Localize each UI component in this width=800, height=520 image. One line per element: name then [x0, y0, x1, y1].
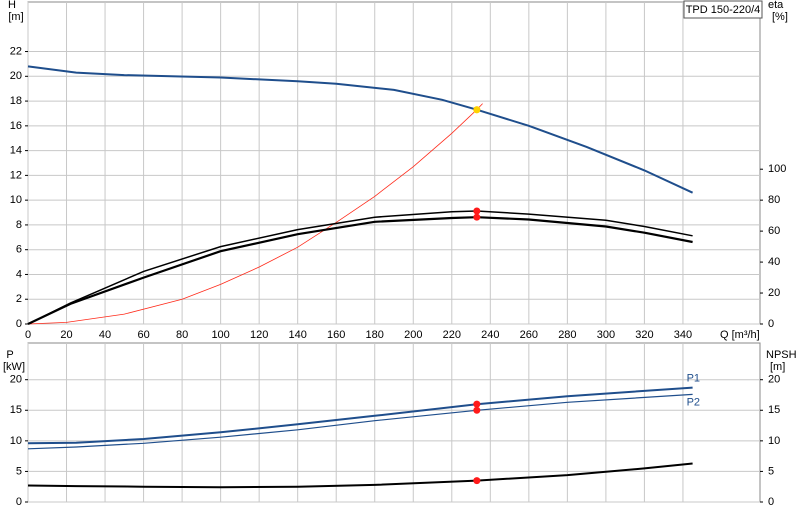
y-axis-label: H	[8, 0, 16, 11]
title-box	[683, 0, 763, 19]
y2-tick-label: 5	[768, 465, 774, 477]
y-tick-label: 6	[16, 244, 22, 256]
y-axis-label: P	[6, 349, 13, 361]
y-tick-label: 0	[16, 496, 22, 508]
y2-tick-label: 60	[768, 225, 780, 237]
y-axis-unit: [m]	[8, 11, 23, 23]
y-tick-label: 22	[10, 45, 22, 57]
y2-tick-label: 20	[768, 287, 780, 299]
y2-axis-label: NPSH	[766, 349, 797, 361]
y-tick-label: 10	[10, 194, 22, 206]
chart-title: TPD 150-220/4	[686, 4, 761, 16]
y-tick-label: 20	[10, 374, 22, 386]
x-axis-label: Q [m³/h]	[720, 329, 760, 341]
y-tick-label: 20	[10, 70, 22, 82]
y2-tick-label: 100	[768, 163, 786, 175]
y-tick-label: 14	[10, 145, 22, 157]
y2-tick-label: 10	[768, 435, 780, 447]
x-tick-label: 200	[404, 329, 422, 341]
x-tick-label: 40	[99, 329, 111, 341]
y-tick-label: 2	[16, 293, 22, 305]
x-tick-label: 100	[211, 329, 229, 341]
x-tick-label: 220	[443, 329, 461, 341]
y2-axis-unit: [%]	[772, 11, 788, 23]
operating-point	[473, 213, 481, 221]
x-tick-label: 180	[366, 329, 384, 341]
y-tick-label: 4	[16, 268, 22, 280]
series-label: P1	[687, 373, 700, 385]
curve	[27, 65, 694, 194]
x-tick-label: 120	[250, 329, 268, 341]
x-tick-label: 300	[597, 329, 615, 341]
y-tick-label: 10	[10, 435, 22, 447]
operating-point	[473, 400, 481, 408]
y-tick-label: 16	[10, 120, 22, 132]
y2-tick-label: 20	[768, 374, 780, 386]
curve	[27, 462, 693, 489]
y-axis-unit: [kW]	[3, 361, 25, 373]
curve	[27, 216, 693, 325]
x-tick-label: 20	[60, 329, 72, 341]
y2-axis-label: eta	[768, 0, 784, 11]
curve	[27, 210, 693, 325]
operating-point	[473, 207, 481, 215]
plot-frame	[27, 342, 761, 503]
y-tick-label: 0	[16, 318, 22, 330]
y2-tick-label: 40	[768, 256, 780, 268]
operating-point	[473, 106, 481, 114]
x-tick-label: 60	[137, 329, 149, 341]
series-label: P2	[687, 396, 700, 408]
y2-tick-label: 0	[768, 496, 774, 508]
operating-point	[473, 477, 481, 485]
plot-frame	[27, 1, 761, 325]
x-tick-label: 340	[674, 329, 692, 341]
y2-axis-unit: [m]	[770, 361, 785, 373]
curve	[27, 393, 693, 450]
y2-tick-label: 0	[768, 318, 774, 330]
y-tick-label: 15	[10, 404, 22, 416]
y-tick-label: 18	[10, 95, 22, 107]
curve	[27, 386, 693, 445]
x-tick-label: 280	[558, 329, 576, 341]
operating-point	[473, 406, 481, 414]
x-tick-label: 240	[481, 329, 499, 341]
x-tick-label: 140	[289, 329, 307, 341]
x-tick-label: 160	[327, 329, 345, 341]
y-tick-label: 8	[16, 219, 22, 231]
y-tick-label: 12	[10, 169, 22, 181]
curve	[27, 103, 483, 325]
x-tick-label: 260	[520, 329, 538, 341]
y-tick-label: 5	[16, 465, 22, 477]
x-tick-label: 0	[25, 329, 31, 341]
x-tick-label: 80	[176, 329, 188, 341]
x-tick-label: 320	[635, 329, 653, 341]
y2-tick-label: 80	[768, 194, 780, 206]
y2-tick-label: 15	[768, 404, 780, 416]
